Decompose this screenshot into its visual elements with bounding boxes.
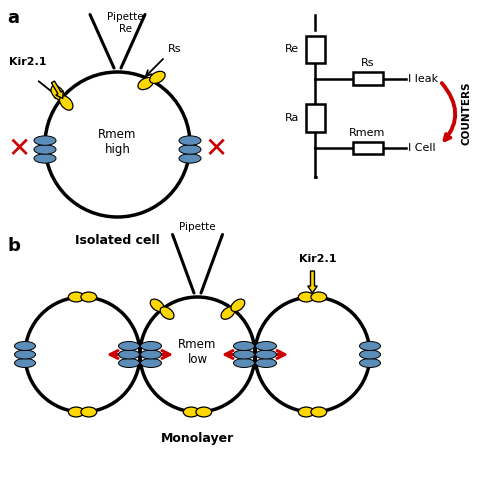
Ellipse shape: [150, 71, 165, 83]
Ellipse shape: [34, 154, 56, 163]
Ellipse shape: [256, 358, 276, 368]
Text: Rmem
high: Rmem high: [98, 128, 136, 156]
Ellipse shape: [140, 341, 162, 351]
Text: Rmem: Rmem: [350, 128, 386, 138]
Text: I Cell: I Cell: [408, 143, 435, 153]
Ellipse shape: [14, 358, 36, 368]
Ellipse shape: [311, 292, 326, 302]
Ellipse shape: [256, 341, 276, 351]
Ellipse shape: [298, 292, 314, 302]
Ellipse shape: [360, 358, 380, 368]
Ellipse shape: [160, 307, 174, 319]
Text: Kir2.1: Kir2.1: [9, 57, 46, 67]
Ellipse shape: [68, 292, 84, 302]
Text: Re: Re: [286, 44, 300, 55]
FancyArrow shape: [52, 81, 63, 98]
Ellipse shape: [234, 341, 254, 351]
Ellipse shape: [179, 145, 201, 154]
Ellipse shape: [118, 350, 140, 359]
Ellipse shape: [140, 350, 162, 359]
Text: Kir2.1: Kir2.1: [299, 255, 336, 264]
Text: Rs: Rs: [168, 44, 181, 55]
Ellipse shape: [221, 307, 235, 319]
Bar: [352, 142, 382, 154]
Ellipse shape: [311, 407, 326, 417]
Ellipse shape: [184, 407, 199, 417]
Text: Monolayer: Monolayer: [161, 432, 234, 445]
Ellipse shape: [81, 292, 96, 302]
Ellipse shape: [179, 154, 201, 163]
Ellipse shape: [60, 96, 73, 110]
Text: b: b: [8, 237, 20, 255]
Ellipse shape: [360, 341, 380, 351]
Ellipse shape: [234, 350, 254, 359]
Text: Isolated cell: Isolated cell: [75, 235, 160, 247]
Ellipse shape: [138, 77, 154, 90]
Text: COUNTERS: COUNTERS: [462, 81, 471, 145]
Text: Pipette
Re: Pipette Re: [106, 12, 144, 34]
Ellipse shape: [140, 358, 162, 368]
Text: ✕: ✕: [204, 135, 228, 164]
Ellipse shape: [234, 358, 254, 368]
Ellipse shape: [150, 299, 164, 312]
Ellipse shape: [231, 299, 245, 312]
Ellipse shape: [360, 350, 380, 359]
Ellipse shape: [298, 407, 314, 417]
FancyArrow shape: [308, 271, 318, 293]
Bar: [306, 36, 324, 63]
Ellipse shape: [179, 136, 201, 145]
Text: Pipette: Pipette: [179, 222, 216, 232]
Ellipse shape: [81, 407, 96, 417]
Ellipse shape: [14, 341, 36, 351]
Text: a: a: [8, 10, 20, 27]
Bar: [352, 72, 382, 85]
Ellipse shape: [118, 358, 140, 368]
Text: Ra: Ra: [285, 113, 300, 123]
Ellipse shape: [34, 145, 56, 154]
Ellipse shape: [51, 86, 64, 100]
Text: Rmem
low: Rmem low: [178, 338, 216, 366]
Bar: [306, 104, 324, 132]
Ellipse shape: [256, 350, 276, 359]
Ellipse shape: [34, 136, 56, 145]
Ellipse shape: [14, 350, 36, 359]
Text: ✕: ✕: [8, 135, 30, 164]
Ellipse shape: [68, 407, 84, 417]
Text: Rs: Rs: [361, 58, 374, 68]
Ellipse shape: [118, 341, 140, 351]
Text: I leak: I leak: [408, 74, 438, 83]
Ellipse shape: [196, 407, 212, 417]
